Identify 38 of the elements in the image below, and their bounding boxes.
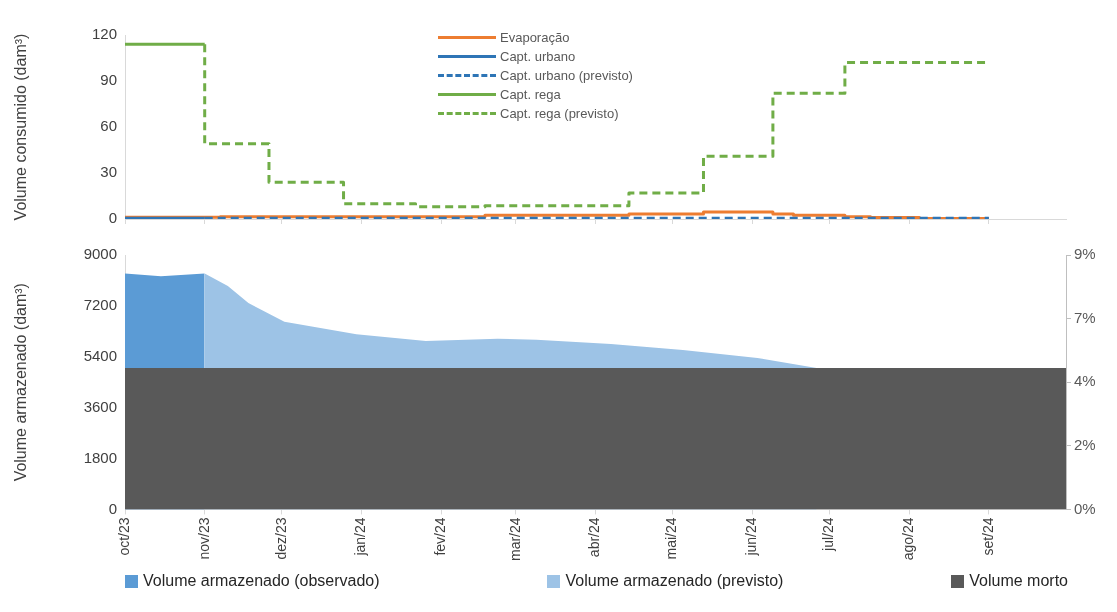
y2-tick-label: 4% <box>1074 372 1096 390</box>
y-tick-label: 7200 <box>83 296 117 314</box>
x-tick-label: ago/24 <box>900 517 917 561</box>
x-tick-label: fev/24 <box>432 517 449 556</box>
y2-tick-label: 7% <box>1074 308 1096 326</box>
legend-label: Volume armazenado (previsto) <box>565 572 784 590</box>
legend-label: Capt. urbano (previsto) <box>500 68 633 83</box>
legend-label: Volume morto <box>969 572 1068 590</box>
legend-label: Evaporação <box>500 30 570 45</box>
x-tick-label: mar/24 <box>506 517 523 562</box>
y-axis-title: Volume armazenado (dam³) <box>12 283 30 482</box>
y2-tick-label: 0% <box>1074 499 1096 517</box>
y2-tick-label: 9% <box>1074 245 1096 263</box>
y-tick-label: 120 <box>91 25 117 43</box>
x-tick-label: set/24 <box>979 517 996 556</box>
y2-tick-label: 2% <box>1074 435 1096 453</box>
y-tick-label: 60 <box>100 117 117 135</box>
x-tick-label: oct/23 <box>115 517 132 556</box>
y-tick-label: 1800 <box>83 448 117 466</box>
x-tick-label: jan/24 <box>352 517 369 557</box>
y-tick-label: 30 <box>100 163 117 181</box>
y-tick-label: 0 <box>108 499 117 517</box>
x-tick-label: dez/23 <box>272 517 289 560</box>
x-tick-label: nov/23 <box>195 517 212 560</box>
x-tick-label: mai/24 <box>663 517 680 560</box>
y-tick-label: 3600 <box>83 397 117 415</box>
y-tick-label: 5400 <box>83 346 117 364</box>
legend-label: Capt. urbano <box>500 49 576 64</box>
legend-label: Volume armazenado (observado) <box>143 572 380 590</box>
x-tick-label: abr/24 <box>586 517 603 558</box>
y-tick-label: 0 <box>108 209 117 227</box>
y-axis-title: Volume consumido (dam³) <box>12 33 30 221</box>
x-tick-label: jun/24 <box>743 517 760 557</box>
y-tick-label: 90 <box>100 71 117 89</box>
x-tick-label: jul/24 <box>820 517 837 552</box>
legend-label: Capt. rega <box>500 87 561 102</box>
y-tick-label: 9000 <box>83 245 117 263</box>
legend-label: Capt. rega (previsto) <box>500 106 619 121</box>
